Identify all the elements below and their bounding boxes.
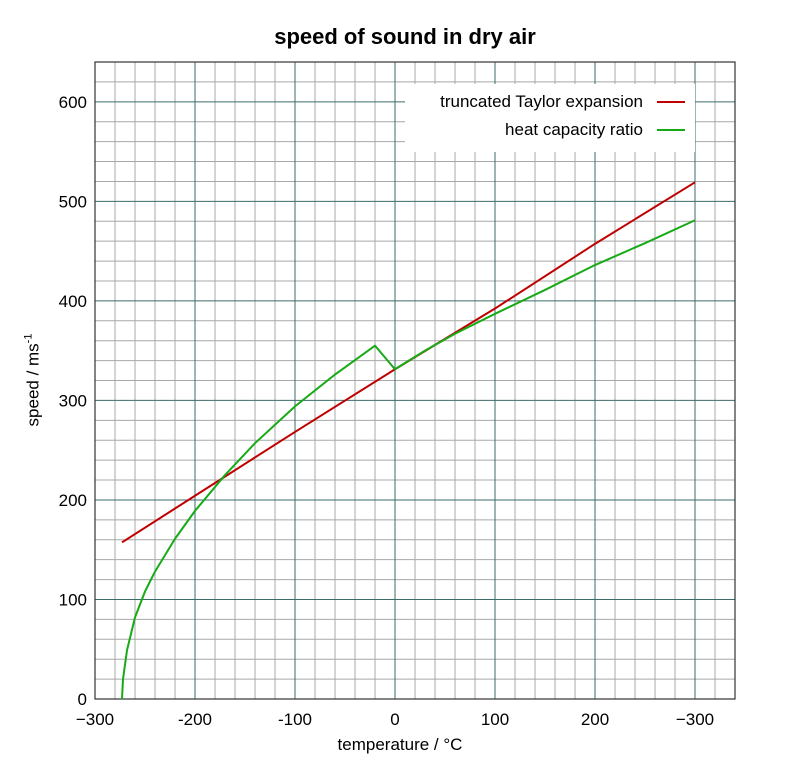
y-axis-label-text: speed / ms <box>23 343 43 427</box>
x-tick-label: 0 <box>390 710 399 729</box>
y-tick-label: 300 <box>59 391 87 410</box>
legend-item-taylor: truncated Taylor expansion <box>440 91 685 113</box>
y-tick-label: 600 <box>59 93 87 112</box>
x-tick-label: -200 <box>178 710 212 729</box>
x-tick-label: 200 <box>581 710 609 729</box>
plot-frame <box>94 61 736 700</box>
y-tick-label: 400 <box>59 292 87 311</box>
series-line-heat-capacity <box>121 219 696 700</box>
y-tick-label: 0 <box>78 690 87 709</box>
x-tick-label: −300 <box>76 710 114 729</box>
y-tick-label: 200 <box>59 491 87 510</box>
y-axis-label-sup: -1 <box>22 333 35 344</box>
x-tick-label: −300 <box>676 710 714 729</box>
y-tick-label: 100 <box>59 590 87 609</box>
legend-swatch-heat-capacity <box>657 129 685 131</box>
legend: truncated Taylor expansion heat capacity… <box>405 84 695 152</box>
legend-label-taylor: truncated Taylor expansion <box>440 92 643 111</box>
y-axis-label: speed / ms-1 <box>23 334 44 427</box>
x-tick-label: -100 <box>278 710 312 729</box>
chart-title: speed of sound in dry air <box>274 24 536 49</box>
y-tick-label: 500 <box>59 192 87 211</box>
legend-swatch-taylor <box>657 101 685 103</box>
legend-item-heat-capacity: heat capacity ratio <box>505 119 685 141</box>
x-axis-label: temperature / °C <box>337 735 463 754</box>
x-tick-label: 100 <box>481 710 509 729</box>
legend-label-heat-capacity: heat capacity ratio <box>505 120 643 139</box>
